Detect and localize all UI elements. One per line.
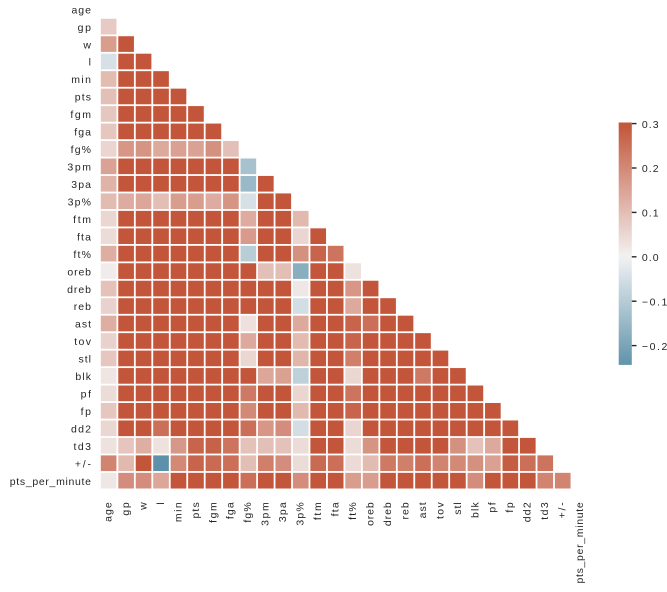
svg-text:ftm: ftm — [312, 502, 324, 520]
svg-text:ast: ast — [417, 502, 429, 518]
svg-text:ast: ast — [75, 319, 91, 331]
svg-text:3pa: 3pa — [277, 502, 289, 522]
svg-text:0.2: 0.2 — [642, 163, 659, 175]
svg-text:fga: fga — [74, 127, 91, 139]
svg-text:dreb: dreb — [67, 284, 91, 296]
svg-text:blk: blk — [469, 502, 481, 518]
svg-text:w: w — [137, 502, 149, 511]
svg-text:gp: gp — [78, 22, 91, 34]
svg-text:+/-: +/- — [75, 458, 92, 470]
svg-text:td3: td3 — [539, 502, 551, 520]
svg-text:3pa: 3pa — [71, 179, 91, 191]
svg-text:+/-: +/- — [557, 502, 569, 519]
svg-text:dd2: dd2 — [522, 502, 534, 522]
svg-text:oreb: oreb — [364, 502, 376, 526]
svg-text:stl: stl — [79, 354, 92, 366]
svg-text:ftm: ftm — [73, 214, 91, 226]
svg-text:pts: pts — [75, 92, 91, 104]
svg-text:age: age — [71, 4, 91, 16]
svg-text:pf: pf — [81, 389, 91, 401]
svg-text:blk: blk — [75, 371, 91, 383]
svg-text:pf: pf — [487, 502, 499, 512]
svg-text:reb: reb — [74, 301, 91, 313]
svg-text:gp: gp — [120, 502, 132, 515]
svg-text:oreb: oreb — [67, 266, 91, 278]
svg-text:age: age — [102, 502, 114, 522]
svg-text:min: min — [172, 502, 184, 522]
svg-text:3pm: 3pm — [67, 162, 91, 174]
svg-text:pts: pts — [190, 502, 202, 518]
svg-text:3pm: 3pm — [260, 502, 272, 526]
svg-text:pts_per_minute: pts_per_minute — [10, 476, 91, 488]
svg-text:ft%: ft% — [347, 502, 359, 520]
svg-text:dd2: dd2 — [71, 423, 91, 435]
svg-text:fg%: fg% — [71, 144, 91, 156]
svg-text:pts_per_minute: pts_per_minute — [574, 502, 586, 583]
svg-text:−0.2: −0.2 — [642, 341, 667, 353]
svg-text:min: min — [71, 74, 91, 86]
svg-text:stl: stl — [452, 502, 464, 515]
svg-text:0.3: 0.3 — [642, 119, 659, 131]
svg-text:ft%: ft% — [73, 249, 91, 261]
svg-text:fp: fp — [504, 502, 516, 513]
svg-text:reb: reb — [399, 502, 411, 519]
svg-text:w: w — [82, 39, 91, 51]
svg-text:td3: td3 — [74, 441, 92, 453]
svg-text:fp: fp — [81, 406, 92, 418]
svg-text:l: l — [155, 502, 167, 504]
svg-text:3p%: 3p% — [295, 502, 307, 525]
svg-text:tov: tov — [434, 502, 446, 520]
svg-text:dreb: dreb — [382, 502, 394, 526]
svg-text:fg%: fg% — [242, 502, 254, 522]
svg-text:l: l — [89, 57, 91, 69]
svg-text:−0.1: −0.1 — [642, 296, 667, 308]
svg-text:3p%: 3p% — [68, 196, 91, 208]
svg-text:tov: tov — [74, 336, 92, 348]
svg-text:0.0: 0.0 — [642, 252, 659, 264]
svg-text:0.1: 0.1 — [642, 208, 659, 220]
svg-text:fga: fga — [225, 502, 237, 519]
